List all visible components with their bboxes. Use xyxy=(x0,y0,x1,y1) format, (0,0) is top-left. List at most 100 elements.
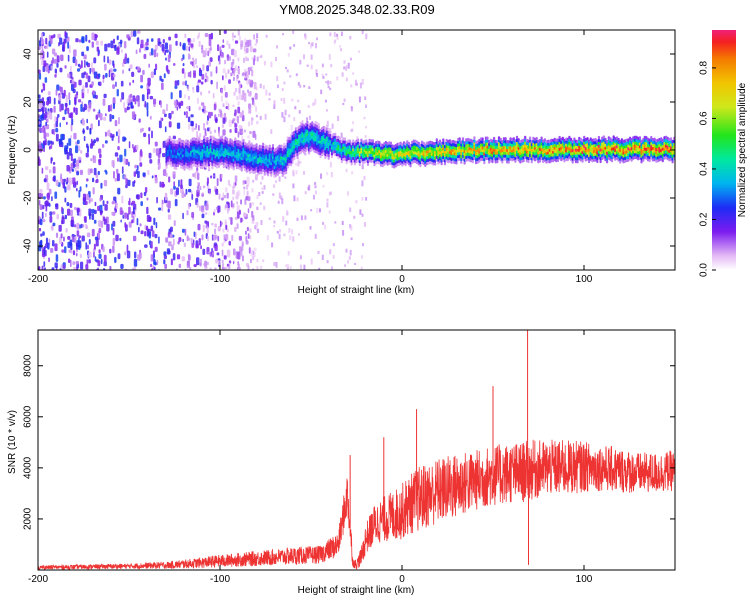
spectrogram-ridge-cell xyxy=(188,149,191,154)
spectrogram-noise-cell xyxy=(74,224,77,228)
spectrogram-noise-cell xyxy=(297,81,300,86)
spectrogram-noise-cell xyxy=(102,98,106,106)
spectrogram-ridge-cell xyxy=(489,138,492,142)
spectrogram-noise-cell xyxy=(188,123,191,130)
spectrogram-ridge-cell xyxy=(563,138,566,143)
spectrogram-ridge-cell xyxy=(614,157,617,161)
spectrogram-noise-cell xyxy=(82,224,85,228)
spectrogram-ridge-cell xyxy=(442,144,445,148)
spectrogram-noise-cell xyxy=(215,118,218,122)
spectrogram-noise-cell xyxy=(114,207,116,211)
spectrogram-noise-cell xyxy=(237,30,240,36)
spectrogram-noise-cell xyxy=(124,251,127,256)
spectrogram-ridge-cell xyxy=(283,171,286,175)
spectrogram-ridge-cell xyxy=(167,144,170,148)
spectrogram-noise-cell xyxy=(76,171,80,176)
spectrogram-ridge-cell xyxy=(468,149,471,154)
spectrogram-ridge-cell xyxy=(180,151,183,155)
spectrogram-ridge-cell xyxy=(214,149,217,153)
spectrogram-noise-cell xyxy=(178,237,182,242)
spectrogram-ridge-cell xyxy=(214,152,217,156)
spectrogram-ridge-cell xyxy=(386,145,389,149)
spectrogram-noise-cell xyxy=(67,54,70,62)
spectrogram-ridge-cell xyxy=(502,148,505,152)
spectrogram-noise-cell xyxy=(132,267,135,270)
spectrogram-ridge-cell xyxy=(327,150,330,155)
spectrogram-noise-cell xyxy=(117,157,119,162)
spectrogram-ridge-cell xyxy=(550,159,553,163)
spectrogram-noise-cell xyxy=(158,120,162,129)
spectrogram-ridge-cell xyxy=(399,147,402,151)
spectrogram-noise-cell xyxy=(112,97,116,105)
spectrogram-noise-cell xyxy=(41,106,45,113)
spectrogram-noise-cell xyxy=(188,178,192,187)
spectrogram-ridge-cell xyxy=(289,163,293,167)
spectrogram-ridge-cell xyxy=(447,145,450,149)
spectrogram-ridge-cell xyxy=(579,140,582,145)
spectrogram-noise-cell xyxy=(270,61,273,68)
spectrogram-ridge-cell xyxy=(304,140,307,144)
spectrogram-noise-cell xyxy=(57,114,60,118)
spectrogram-noise-cell xyxy=(330,172,333,178)
spectrogram-ridge-cell xyxy=(494,148,497,152)
spectrogram-noise-cell xyxy=(248,247,251,254)
spectrogram-ridge-cell xyxy=(175,146,178,150)
spectrogram-noise-cell xyxy=(124,137,127,141)
spectrogram-ridge-cell xyxy=(561,136,564,141)
spectrogram-noise-cell xyxy=(122,69,124,74)
spectrogram-noise-cell xyxy=(276,84,279,89)
spectrogram-noise-cell xyxy=(304,152,307,156)
spectrogram-noise-cell xyxy=(86,259,89,267)
spectrogram-noise-cell xyxy=(223,240,226,243)
spectrogram-ridge-cell xyxy=(447,139,450,144)
spectrogram-noise-cell xyxy=(314,190,317,195)
spectrogram-noise-cell xyxy=(342,230,345,236)
spectrogram-ridge-cell xyxy=(248,144,252,148)
spectrogram-noise-cell xyxy=(133,258,138,267)
spectrogram-noise-cell xyxy=(98,249,101,254)
spectrogram-noise-cell xyxy=(260,54,263,58)
spectrogram-noise-cell xyxy=(43,113,46,119)
spectrogram-noise-cell xyxy=(77,139,80,145)
spectrogram-noise-cell xyxy=(176,107,179,111)
spectrogram-ridge-cell xyxy=(637,154,640,158)
spectrogram-noise-cell xyxy=(124,222,127,228)
spectrogram-noise-cell xyxy=(312,102,315,106)
spectrogram-noise-cell xyxy=(93,57,97,64)
spectrogram-noise-cell xyxy=(93,251,95,258)
spectrogram-ridge-cell xyxy=(658,149,661,153)
spectrogram-noise-cell xyxy=(190,166,193,171)
spectrogram-ridge-cell xyxy=(632,141,635,146)
spectrogram-noise-cell xyxy=(187,38,191,43)
spectrogram-ridge-cell xyxy=(442,138,445,142)
spectrogram-ridge-cell xyxy=(404,153,407,158)
spectrogram-ridge-cell xyxy=(167,161,170,165)
spectrogram-ridge-cell xyxy=(529,148,532,152)
spectrogram-ridge-cell xyxy=(610,155,614,160)
spectrogram-noise-cell xyxy=(315,43,317,49)
spectrogram-ridge-cell xyxy=(248,147,252,151)
spectrogram-noise-cell xyxy=(61,217,65,224)
spectrogram-ridge-cell xyxy=(257,172,260,176)
spectrogram-ridge-cell xyxy=(217,150,220,154)
spectrogram-noise-cell xyxy=(52,48,56,55)
spectrogram-noise-cell xyxy=(293,117,296,122)
spectrogram-noise-cell xyxy=(132,95,136,102)
spectrogram-ridge-cell xyxy=(568,144,571,148)
spectrogram-noise-cell xyxy=(345,66,348,71)
spectrogram-noise-cell xyxy=(162,153,166,158)
spectrogram-ridge-cell xyxy=(529,136,532,140)
spectrogram-ridge-cell xyxy=(524,147,527,151)
spectrogram-ridge-cell xyxy=(592,146,596,151)
spectrogram-ridge-cell xyxy=(391,164,394,168)
spectrogram-ridge-cell xyxy=(217,147,220,151)
spectrogram-noise-cell xyxy=(60,133,64,141)
spectrogram-noise-cell xyxy=(74,96,77,105)
spectrogram-ridge-cell xyxy=(322,134,325,138)
spectrogram-noise-cell xyxy=(55,133,59,142)
spectrogram-ridge-cell xyxy=(275,159,278,163)
spectrogram-noise-cell xyxy=(220,95,223,102)
spectrogram-noise-cell xyxy=(224,92,228,98)
spectrogram-noise-cell xyxy=(364,135,367,138)
spectrogram-ridge-cell xyxy=(507,148,510,153)
